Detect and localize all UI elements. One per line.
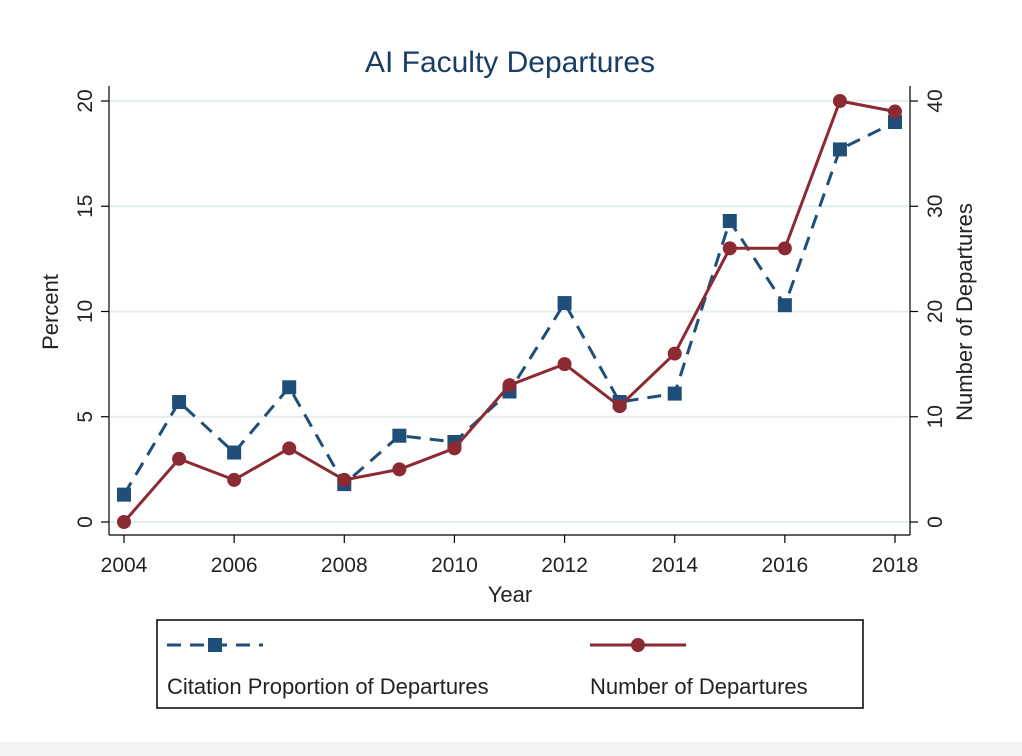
series-0-point-14 — [888, 115, 902, 130]
series-0-point-11 — [722, 213, 737, 228]
y-right-tick-label-3: 30 — [924, 195, 947, 218]
legend-key-2-marker — [631, 638, 645, 652]
x-tick-label-3: 2010 — [431, 554, 478, 577]
series-1-point-2 — [227, 472, 242, 487]
series-0-point-3 — [282, 380, 297, 395]
x-tick-label-7: 2018 — [872, 554, 919, 577]
y-axis-label-right: Number of Departures — [952, 203, 977, 421]
series-1-point-8 — [557, 357, 572, 372]
series-1-point-13 — [832, 94, 847, 108]
x-tick-label-2: 2008 — [321, 554, 368, 577]
series-1-point-11 — [722, 241, 737, 256]
series-1-point-3 — [282, 441, 297, 456]
series-1-point-10 — [667, 346, 682, 361]
series-1-point-5 — [392, 462, 407, 477]
y-right-tick-label-4: 40 — [924, 89, 947, 112]
legend-key-citation-proportion — [167, 638, 263, 652]
series-0-point-5 — [392, 428, 407, 443]
data-series — [117, 94, 902, 529]
y-left-tick-label-3: 15 — [74, 195, 97, 218]
series-1-point-12 — [777, 241, 792, 256]
legend-box — [156, 619, 864, 709]
y-right-tick-label-1: 10 — [924, 405, 947, 428]
chart-title: AI Faculty Departures — [365, 46, 655, 79]
x-axis-label: Year — [488, 582, 532, 607]
x-tick-label-1: 2006 — [211, 554, 258, 577]
series-0-point-12 — [777, 298, 792, 313]
x-tick-label-6: 2016 — [761, 554, 808, 577]
y-left-tick-label-1: 5 — [74, 411, 97, 423]
y-right-tick-label-0: 0 — [924, 516, 947, 528]
y-right-tick-label-2: 20 — [924, 300, 947, 323]
y-left-tick-label-0: 0 — [74, 516, 97, 528]
grid-lines — [110, 100, 909, 523]
series-0-point-10 — [667, 386, 682, 401]
x-tick-label-4: 2012 — [541, 554, 588, 577]
series-1-point-6 — [447, 441, 462, 456]
series-1-point-0 — [117, 515, 131, 529]
series-0-point-1 — [172, 395, 187, 410]
y-left-tick-label-2: 10 — [74, 300, 97, 323]
legend-key-number-of-departures — [590, 638, 686, 652]
legend-label-number-of-departures: Number of Departures — [590, 674, 808, 699]
series-1-point-1 — [172, 451, 187, 466]
legend-key-1-marker — [208, 638, 222, 652]
window-footer-bar — [0, 742, 1022, 756]
series-0-point-13 — [832, 142, 847, 157]
series-1-point-7 — [502, 378, 517, 393]
y-axis-label-left: Percent — [38, 274, 63, 350]
series-1-point-4 — [337, 472, 352, 487]
series-0-point-0 — [117, 487, 131, 502]
tick-labels: 0 5 10 15 20 0 10 20 30 40 2004 2006 2008 2010 2012 201… — [74, 89, 947, 577]
legend-label-citation-proportion: Citation Proportion of Departures — [167, 674, 489, 699]
series-1-point-9 — [612, 399, 627, 414]
legend: Citation Proportion of Departures Number… — [156, 619, 864, 709]
axes — [108, 86, 911, 536]
y-left-tick-label-4: 20 — [74, 89, 97, 112]
x-tick-label-0: 2004 — [101, 554, 148, 577]
series-0-point-8 — [557, 296, 572, 311]
x-tick-label-5: 2014 — [651, 554, 698, 577]
series-1-point-14 — [888, 104, 902, 119]
series-0-point-2 — [227, 445, 242, 460]
